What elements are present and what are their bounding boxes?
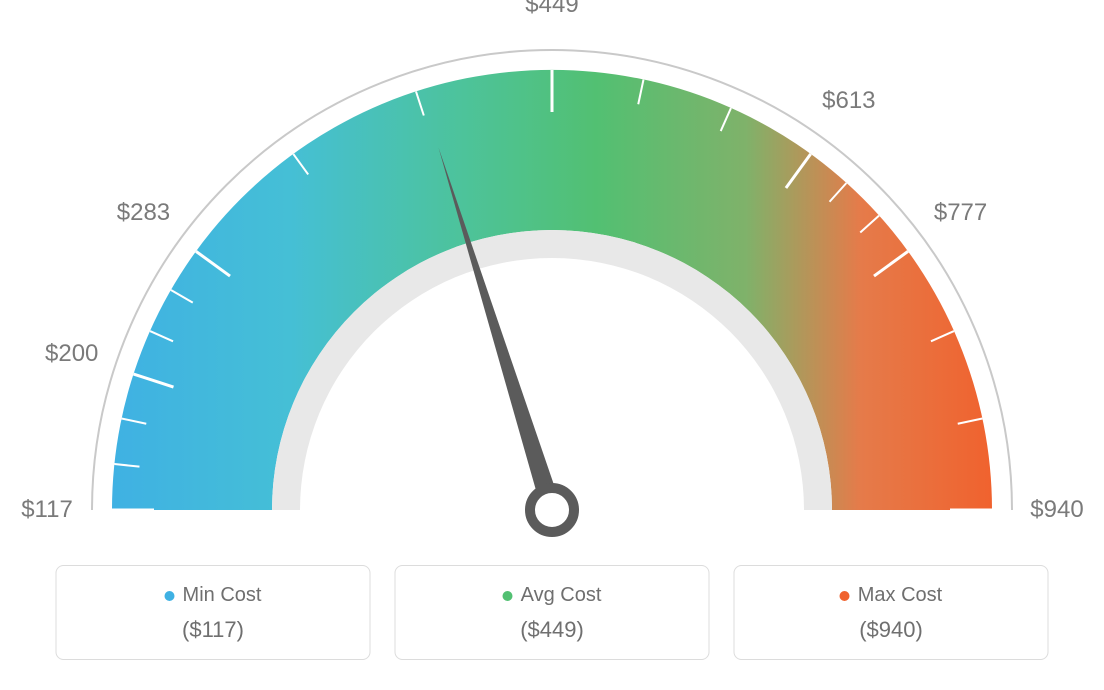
- dot-min-icon: [165, 591, 175, 601]
- legend-title-avg: Avg Cost: [503, 584, 602, 607]
- gauge-tick-label: $200: [45, 340, 98, 368]
- gauge-tick-label: $613: [822, 87, 875, 115]
- legend-label-max: Max Cost: [858, 584, 942, 607]
- legend-title-min: Min Cost: [165, 584, 262, 607]
- legend-card-min: Min Cost ($117): [56, 565, 371, 660]
- gauge-tick-label: $117: [21, 496, 73, 524]
- legend-value-max: ($940): [735, 617, 1048, 643]
- legend-card-avg: Avg Cost ($449): [395, 565, 710, 660]
- legend-value-min: ($117): [57, 617, 370, 643]
- legend-card-max: Max Cost ($940): [734, 565, 1049, 660]
- legend-value-avg: ($449): [396, 617, 709, 643]
- legend-row: Min Cost ($117) Avg Cost ($449) Max Cost…: [56, 565, 1049, 660]
- legend-label-avg: Avg Cost: [521, 584, 602, 607]
- cost-gauge: $117 $200 $283 $449 $613 $777 $940: [0, 0, 1104, 560]
- legend-label-min: Min Cost: [183, 584, 262, 607]
- gauge-svg: [52, 40, 1052, 560]
- dot-avg-icon: [503, 591, 513, 601]
- gauge-tick-label: $940: [1030, 496, 1083, 524]
- legend-title-max: Max Cost: [840, 584, 942, 607]
- gauge-tick-label: $283: [117, 199, 170, 227]
- gauge-tick-label: $449: [525, 0, 578, 19]
- gauge-tick-label: $777: [934, 199, 987, 227]
- dot-max-icon: [840, 591, 850, 601]
